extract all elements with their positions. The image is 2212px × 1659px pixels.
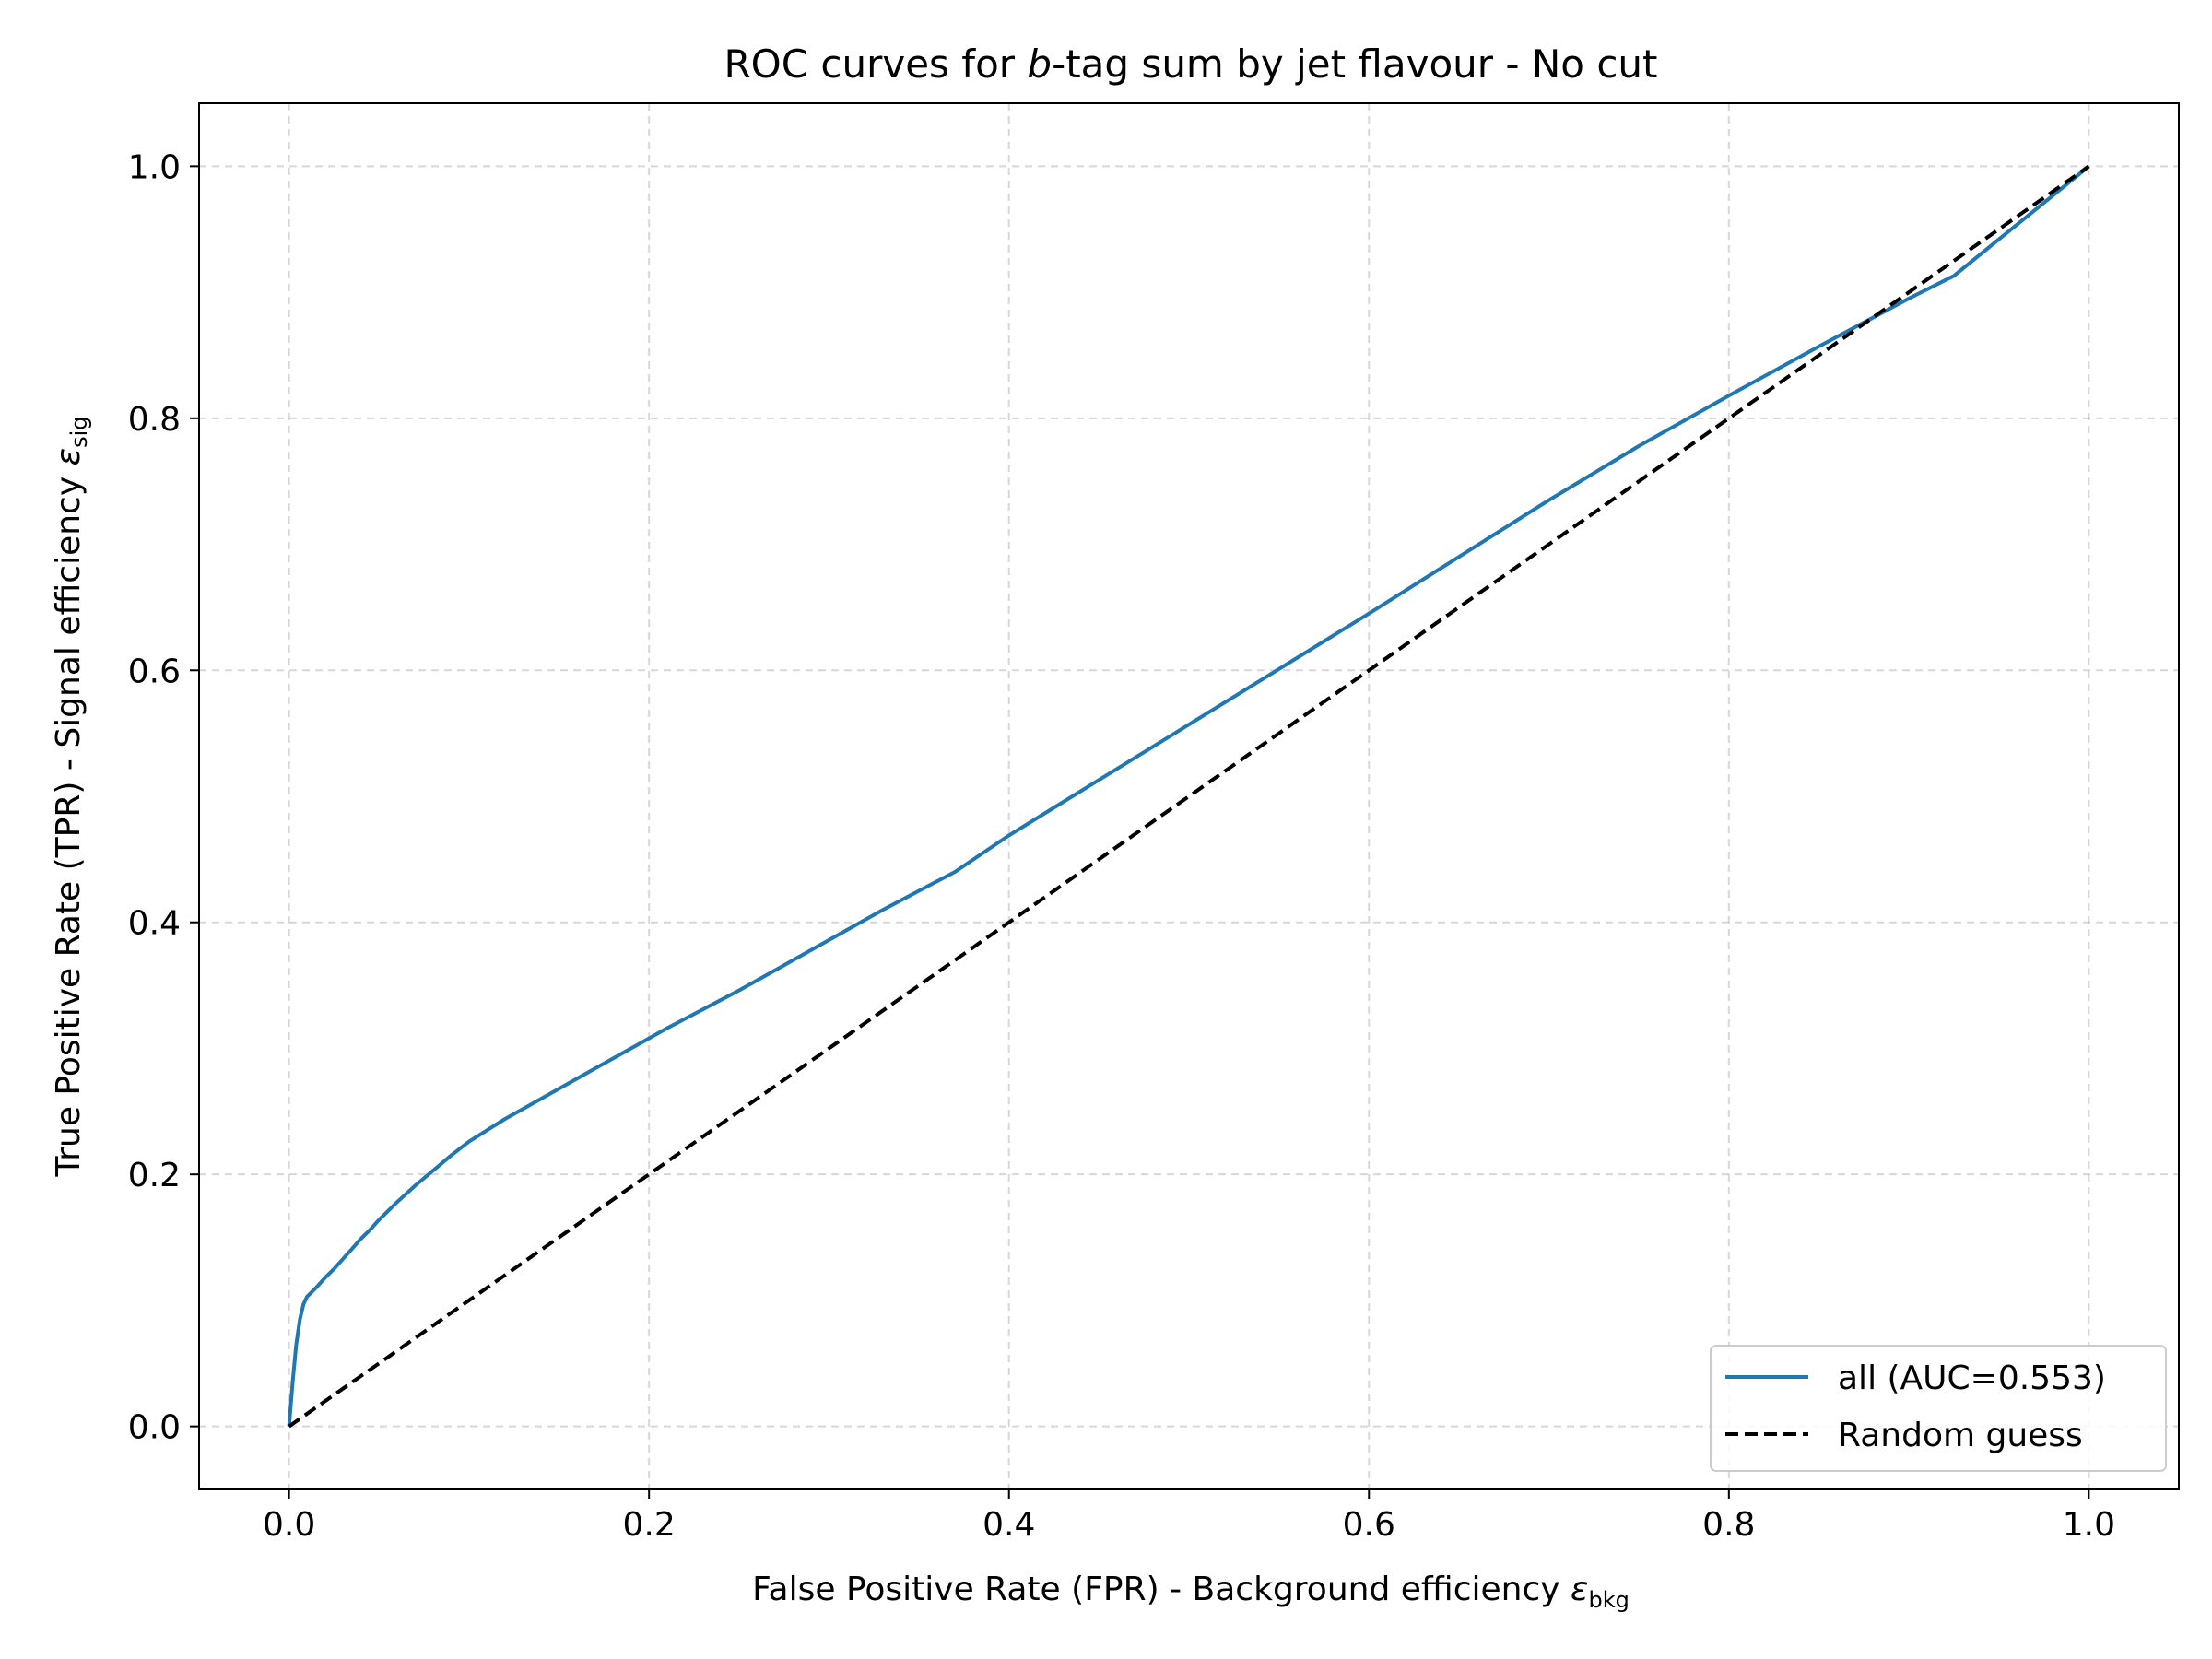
x-tick-label: 0.4	[982, 1506, 1035, 1544]
legend: all (AUC=0.553) Random guess	[1710, 1345, 2167, 1472]
x-tick-label: 0.6	[1343, 1506, 1395, 1544]
series-layer	[287, 164, 2090, 1429]
x-tick-label: 0.2	[623, 1506, 676, 1544]
y-tick-label: 0.2	[128, 1157, 181, 1194]
y-tick-label: 0.8	[128, 401, 181, 439]
x-tick-label: 0.0	[263, 1506, 315, 1544]
x-axis-label: False Positive Rate (FPR) - Background e…	[752, 1571, 1630, 1613]
legend-box	[1710, 1345, 2167, 1472]
legend-label-all: all (AUC=0.553)	[1838, 1359, 2106, 1397]
y-tick-label: 0.0	[128, 1409, 181, 1447]
plot-frame	[198, 102, 2180, 1490]
grid-lines	[199, 103, 2179, 1489]
y-tick-label: 0.4	[128, 905, 181, 943]
x-axis-ticks: 0.0 0.2 0.4 0.6 0.8 1.0	[263, 1489, 2115, 1544]
y-tick-label: 0.6	[128, 653, 181, 690]
legend-label-random-guess: Random guess	[1838, 1417, 2083, 1454]
x-tick-label: 1.0	[2063, 1506, 2115, 1544]
roc-curve-all	[287, 164, 2090, 1427]
chart-title: ROC curves for b-tag sum by jet flavour …	[724, 41, 1657, 87]
x-tick-label: 0.8	[1702, 1506, 1755, 1544]
y-tick-label: 1.0	[128, 148, 181, 186]
y-axis-label: True Positive Rate (TPR) - Signal effici…	[50, 417, 92, 1178]
random-guess-line	[288, 164, 2090, 1429]
y-axis-ticks: 0.0 0.2 0.4 0.6 0.8 1.0	[128, 148, 199, 1447]
